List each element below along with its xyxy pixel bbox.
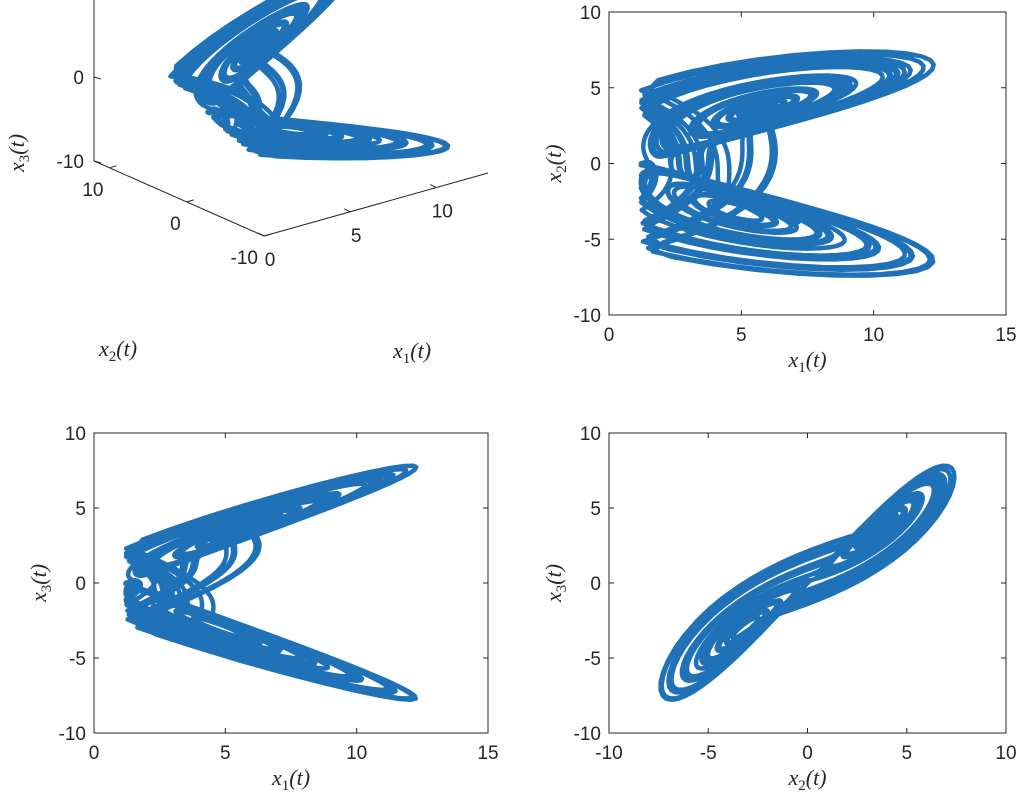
x1-tick-label-3d: 5	[351, 226, 362, 247]
x-tick-label: 0	[802, 743, 813, 764]
x-tick-label: -10	[595, 743, 622, 764]
trajectory-x2x3	[658, 463, 957, 703]
trajectory-3d	[168, 0, 451, 161]
axis-x1-3d	[263, 172, 489, 237]
x-axis-label-x1x3: x1(t)	[271, 765, 310, 794]
trajectory-x1x2	[638, 49, 936, 278]
panel-x1x3: 0 5 10 15 -10 -5 0 5 10	[59, 424, 499, 764]
x2-tick-mark-3d	[186, 199, 194, 203]
y-tick-label: -10	[59, 724, 86, 745]
trajectory-x1x3	[123, 463, 419, 703]
x-tick-label: 5	[220, 743, 231, 764]
x2-tick-label-3d: -10	[231, 248, 258, 269]
y-axis-label-x1x3: x3(t)	[26, 564, 55, 603]
x1-tick-label-3d: 10	[432, 202, 453, 223]
x-tick-label: 5	[901, 743, 912, 764]
x2-tick-label-3d: 10	[82, 180, 103, 201]
x2-tick-label-3d: 0	[170, 214, 181, 235]
y-tick-label: 10	[580, 424, 601, 445]
x1-tick-mark-3d	[257, 232, 265, 237]
x2-tick-mark-3d	[263, 233, 272, 237]
x1-axis-label-3d: x1(t)	[392, 338, 431, 367]
x3-tick-label-3d: -10	[57, 152, 84, 173]
x-tick-label: 10	[995, 743, 1016, 764]
x2-axis-label-3d: x2(t)	[98, 336, 137, 365]
y-tick-label: 10	[65, 424, 86, 445]
panel-x1x2: 0 5 10 15 -10 -5 0 5 10	[574, 3, 1017, 346]
y-tick-label: 10	[580, 3, 601, 24]
axis-x2-3d	[93, 160, 265, 237]
y-tick-label: 0	[75, 574, 86, 595]
x3-axis-label-3d: x3(t)	[4, 134, 33, 173]
y-tick-label: 0	[590, 574, 601, 595]
x-tick-label: 15	[995, 325, 1016, 346]
y-tick-label: 5	[590, 499, 601, 520]
y-axis-label-x1x2: x2(t)	[541, 144, 570, 183]
x3-tick-mark-3d	[93, 76, 102, 80]
x1-tick-label-3d: 0	[265, 250, 276, 271]
x-tick-label: 15	[477, 743, 498, 764]
panel-x2x3: -10 -5 0 5 10 -10 -5 0 5 10	[574, 424, 1017, 764]
y-tick-label: -10	[574, 724, 601, 745]
x2-tick-mark-3d	[109, 165, 117, 169]
x-axis-label-x1x2: x1(t)	[787, 347, 826, 376]
x3-tick-label-3d: 0	[73, 68, 84, 89]
y-tick-label: -5	[584, 230, 601, 251]
x-tick-label: 10	[863, 325, 884, 346]
x1-tick-mark-3d	[343, 208, 351, 213]
y-tick-label: -5	[69, 649, 86, 670]
y-axis-label-x2x3: x3(t)	[541, 564, 570, 603]
x-tick-label: 0	[89, 743, 100, 764]
x-tick-label: 0	[604, 325, 615, 346]
x-tick-label: 5	[736, 325, 747, 346]
y-tick-label: 5	[75, 499, 86, 520]
x3-tick-label-3d: 10	[63, 0, 84, 5]
x-axis-label-x2x3: x2(t)	[787, 765, 826, 794]
x3-tick-mark-3d	[93, 160, 102, 164]
y-tick-label: 0	[590, 155, 601, 176]
panel-3d: 0 5 10 -10 0 10 -10 0 10	[57, 0, 489, 271]
y-tick-label: -5	[584, 649, 601, 670]
y-tick-label: 5	[590, 79, 601, 100]
y-tick-label: -10	[574, 306, 601, 327]
x-tick-label: -5	[700, 743, 717, 764]
x1-tick-mark-3d	[430, 184, 437, 188]
x-tick-label: 10	[346, 743, 367, 764]
